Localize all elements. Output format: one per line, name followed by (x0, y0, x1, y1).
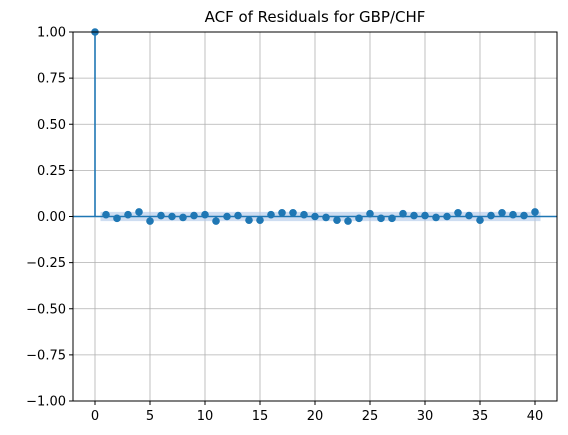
x-tick-label: 25 (362, 409, 379, 424)
x-tick-label: 40 (527, 409, 544, 424)
x-tick-label: 20 (307, 409, 324, 424)
acf-point (179, 213, 187, 222)
y-tick-label: 0.25 (37, 164, 66, 179)
acf-point (289, 209, 297, 217)
y-tick-label: −1.00 (26, 395, 66, 410)
acf-point (465, 211, 473, 220)
acf-point (146, 217, 154, 225)
acf-point (212, 217, 220, 225)
acf-point (267, 210, 275, 219)
y-tick-label: −0.50 (26, 302, 66, 317)
acf-point (476, 216, 484, 224)
x-axis-ticks: 0 5 10 15 20 25 30 35 40 (91, 401, 543, 424)
acf-point (388, 214, 396, 223)
acf-point (333, 216, 341, 224)
acf-point (498, 209, 506, 217)
acf-point (355, 214, 363, 223)
acf-point (124, 210, 132, 219)
y-tick-label: 1.00 (37, 26, 66, 41)
acf-point (113, 214, 121, 223)
acf-point (509, 210, 517, 219)
y-tick-label: −0.75 (26, 348, 66, 363)
acf-point (102, 210, 110, 219)
acf-point (201, 210, 209, 219)
x-tick-label: 35 (472, 409, 489, 424)
acf-point (300, 210, 308, 219)
x-tick-label: 30 (417, 409, 434, 424)
acf-point (157, 211, 165, 220)
chart-title: ACF of Residuals for GBP/CHF (205, 8, 426, 26)
acf-point (245, 216, 253, 224)
x-tick-label: 5 (146, 409, 154, 424)
acf-point (421, 211, 429, 220)
acf-point (278, 209, 286, 217)
acf-point (520, 211, 528, 220)
x-tick-label: 15 (252, 409, 269, 424)
y-tick-label: 0.50 (37, 118, 66, 133)
acf-point (432, 213, 440, 222)
acf-point (190, 211, 198, 220)
x-tick-label: 0 (91, 409, 99, 424)
acf-point (256, 216, 264, 224)
acf-point (454, 209, 462, 217)
y-tick-label: 0.00 (37, 210, 66, 225)
acf-point (531, 208, 539, 216)
y-tick-label: 0.75 (37, 72, 66, 87)
acf-point (399, 209, 407, 218)
acf-point (234, 211, 242, 220)
acf-point (487, 211, 495, 220)
acf-point (135, 208, 143, 216)
x-tick-label: 10 (197, 409, 214, 424)
acf-point (344, 217, 352, 225)
y-tick-label: −0.25 (26, 256, 66, 271)
acf-point (322, 213, 330, 222)
y-axis-ticks: −1.00 −0.75 −0.50 −0.25 0.00 0.25 0.50 0.75 1.00 (26, 26, 73, 410)
acf-point (410, 211, 418, 220)
acf-point (366, 209, 374, 218)
acf-point (377, 214, 385, 223)
